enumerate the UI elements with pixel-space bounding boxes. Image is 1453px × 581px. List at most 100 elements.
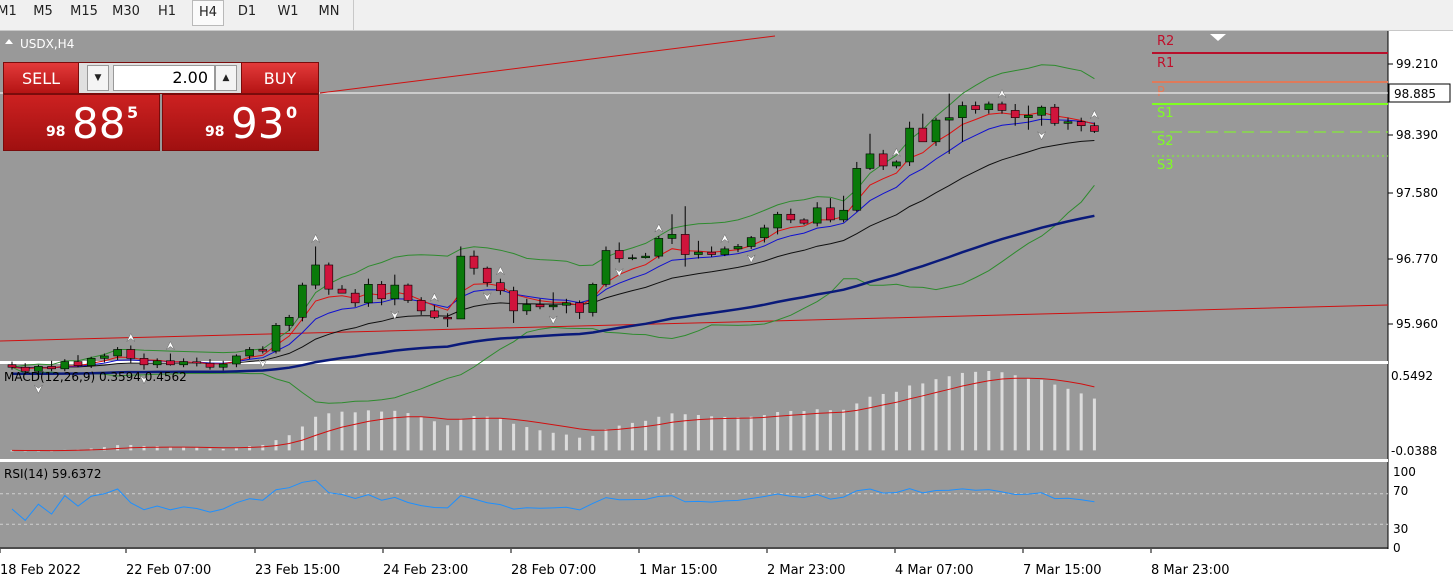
timeframe-m1[interactable]: M1	[0, 4, 17, 19]
timeframe-m30[interactable]: M30	[112, 4, 140, 19]
fractal-down-icon	[746, 254, 756, 264]
sell-price-prefix: 98	[46, 124, 66, 140]
macd-bar	[406, 413, 410, 451]
macd-bar	[353, 412, 357, 451]
pivot-label: R2	[1157, 34, 1174, 49]
sell-price-pip: 5	[127, 103, 139, 122]
lot-increase-icon[interactable]: ▲	[215, 65, 237, 91]
candle-body	[1063, 121, 1073, 124]
sell-price-box[interactable]: 98 88 5	[3, 94, 160, 151]
fractal-down-icon	[139, 375, 149, 385]
toolbar-separator	[353, 0, 354, 30]
macd-bar	[446, 425, 450, 451]
macd-bar	[947, 376, 951, 451]
fractal-up-icon	[997, 89, 1007, 98]
candlesticks	[7, 93, 1099, 380]
macd-bar	[591, 435, 595, 451]
ma-long-line	[11, 214, 1095, 376]
macd-bar	[419, 416, 423, 451]
candle-body	[694, 251, 703, 255]
macd-bar	[960, 372, 964, 451]
candle-body	[100, 355, 109, 359]
candle-body	[245, 349, 254, 357]
macd-bar	[934, 379, 938, 451]
macd-bar	[696, 414, 700, 451]
sell-price-main: 88	[72, 99, 126, 148]
fractal-down-icon	[34, 385, 43, 394]
candle-body	[746, 237, 756, 247]
fractal-up-icon	[654, 223, 664, 233]
candle-body	[443, 317, 452, 320]
macd-bar	[868, 396, 872, 451]
fractal-down-icon	[482, 292, 492, 302]
macd-bar	[155, 446, 159, 451]
macd-bar	[512, 423, 516, 451]
timeframe-m15[interactable]: M15	[70, 4, 98, 19]
chart-shift-marker-icon[interactable]	[1210, 34, 1226, 41]
timeframe-mn[interactable]: MN	[318, 4, 340, 19]
macd-bar	[657, 416, 661, 451]
candle-body	[469, 255, 479, 269]
lot-size-input[interactable]: 2.00	[113, 65, 215, 91]
macd-bar	[564, 434, 568, 451]
macd-bar	[340, 411, 344, 451]
sell-button[interactable]: SELL	[3, 62, 79, 94]
candle-body	[852, 168, 862, 211]
candle-body	[812, 207, 822, 224]
candle-body	[958, 105, 967, 118]
price-tick-label: 95.960	[1396, 317, 1438, 331]
axes: 99.210 98.390 97.580 96.770 95.960 98.885 0.54…	[0, 57, 1451, 578]
chart-area[interactable]: R2R1PS1S2S3 99.21098.39097.58096.77095.9…	[0, 31, 1453, 581]
candle-body	[707, 251, 716, 255]
candle-body	[218, 363, 228, 368]
timeframe-d1[interactable]: D1	[237, 4, 257, 19]
macd-bar	[578, 437, 582, 451]
candle-body	[34, 366, 43, 372]
pivot-label: S3	[1157, 158, 1174, 173]
candle-body	[614, 250, 624, 259]
candle-body	[971, 105, 980, 110]
candle-body	[430, 310, 439, 318]
macd-bar	[168, 446, 172, 451]
candle-body	[1037, 106, 1046, 116]
candle-body	[60, 361, 70, 370]
fractal-up-icon	[1090, 109, 1099, 119]
buy-price-main: 93	[231, 99, 285, 148]
candle-body	[667, 234, 677, 239]
channel-lower-line	[0, 304, 1389, 342]
lot-decrease-icon[interactable]: ▼	[87, 65, 109, 91]
macd-bar	[802, 411, 806, 451]
candle-body	[628, 257, 637, 260]
timeframe-toolbar: M1 M5 M15 M30 H1 H4 D1 W1 MN	[0, 0, 1453, 31]
macd-bar	[300, 426, 304, 451]
macd-bar	[234, 447, 238, 451]
fractal-up-icon	[126, 332, 136, 342]
buy-button[interactable]: BUY	[241, 62, 319, 94]
macd-bar	[221, 448, 225, 451]
macd-bar	[102, 447, 106, 451]
macd-bar	[736, 417, 740, 451]
candle-body	[905, 127, 914, 163]
time-tick-label: 7 Mar 15:00	[1023, 563, 1102, 578]
fractal-up-icon	[496, 266, 505, 275]
rsi-pane	[0, 479, 1388, 525]
candle-body	[1024, 114, 1033, 118]
candle-body	[139, 358, 149, 366]
timeframe-m5[interactable]: M5	[33, 4, 53, 19]
candle-body	[126, 349, 136, 359]
candle-body	[931, 119, 941, 143]
macd-bar	[974, 371, 978, 451]
candle-body	[535, 304, 545, 308]
fractal-down-icon	[390, 311, 400, 320]
macd-bar	[1000, 372, 1004, 451]
macd-bar	[710, 416, 714, 451]
timeframe-h4[interactable]: H4	[192, 0, 224, 26]
timeframe-h1[interactable]: H1	[157, 4, 177, 19]
timeframe-w1[interactable]: W1	[277, 4, 299, 19]
collapse-triangle-icon[interactable]	[5, 39, 13, 44]
current-price-box	[1388, 83, 1451, 103]
macd-bar	[538, 430, 542, 451]
buy-price-box[interactable]: 98 93 0	[162, 94, 319, 151]
macd-bar	[908, 385, 912, 451]
macd-bar	[644, 420, 648, 451]
